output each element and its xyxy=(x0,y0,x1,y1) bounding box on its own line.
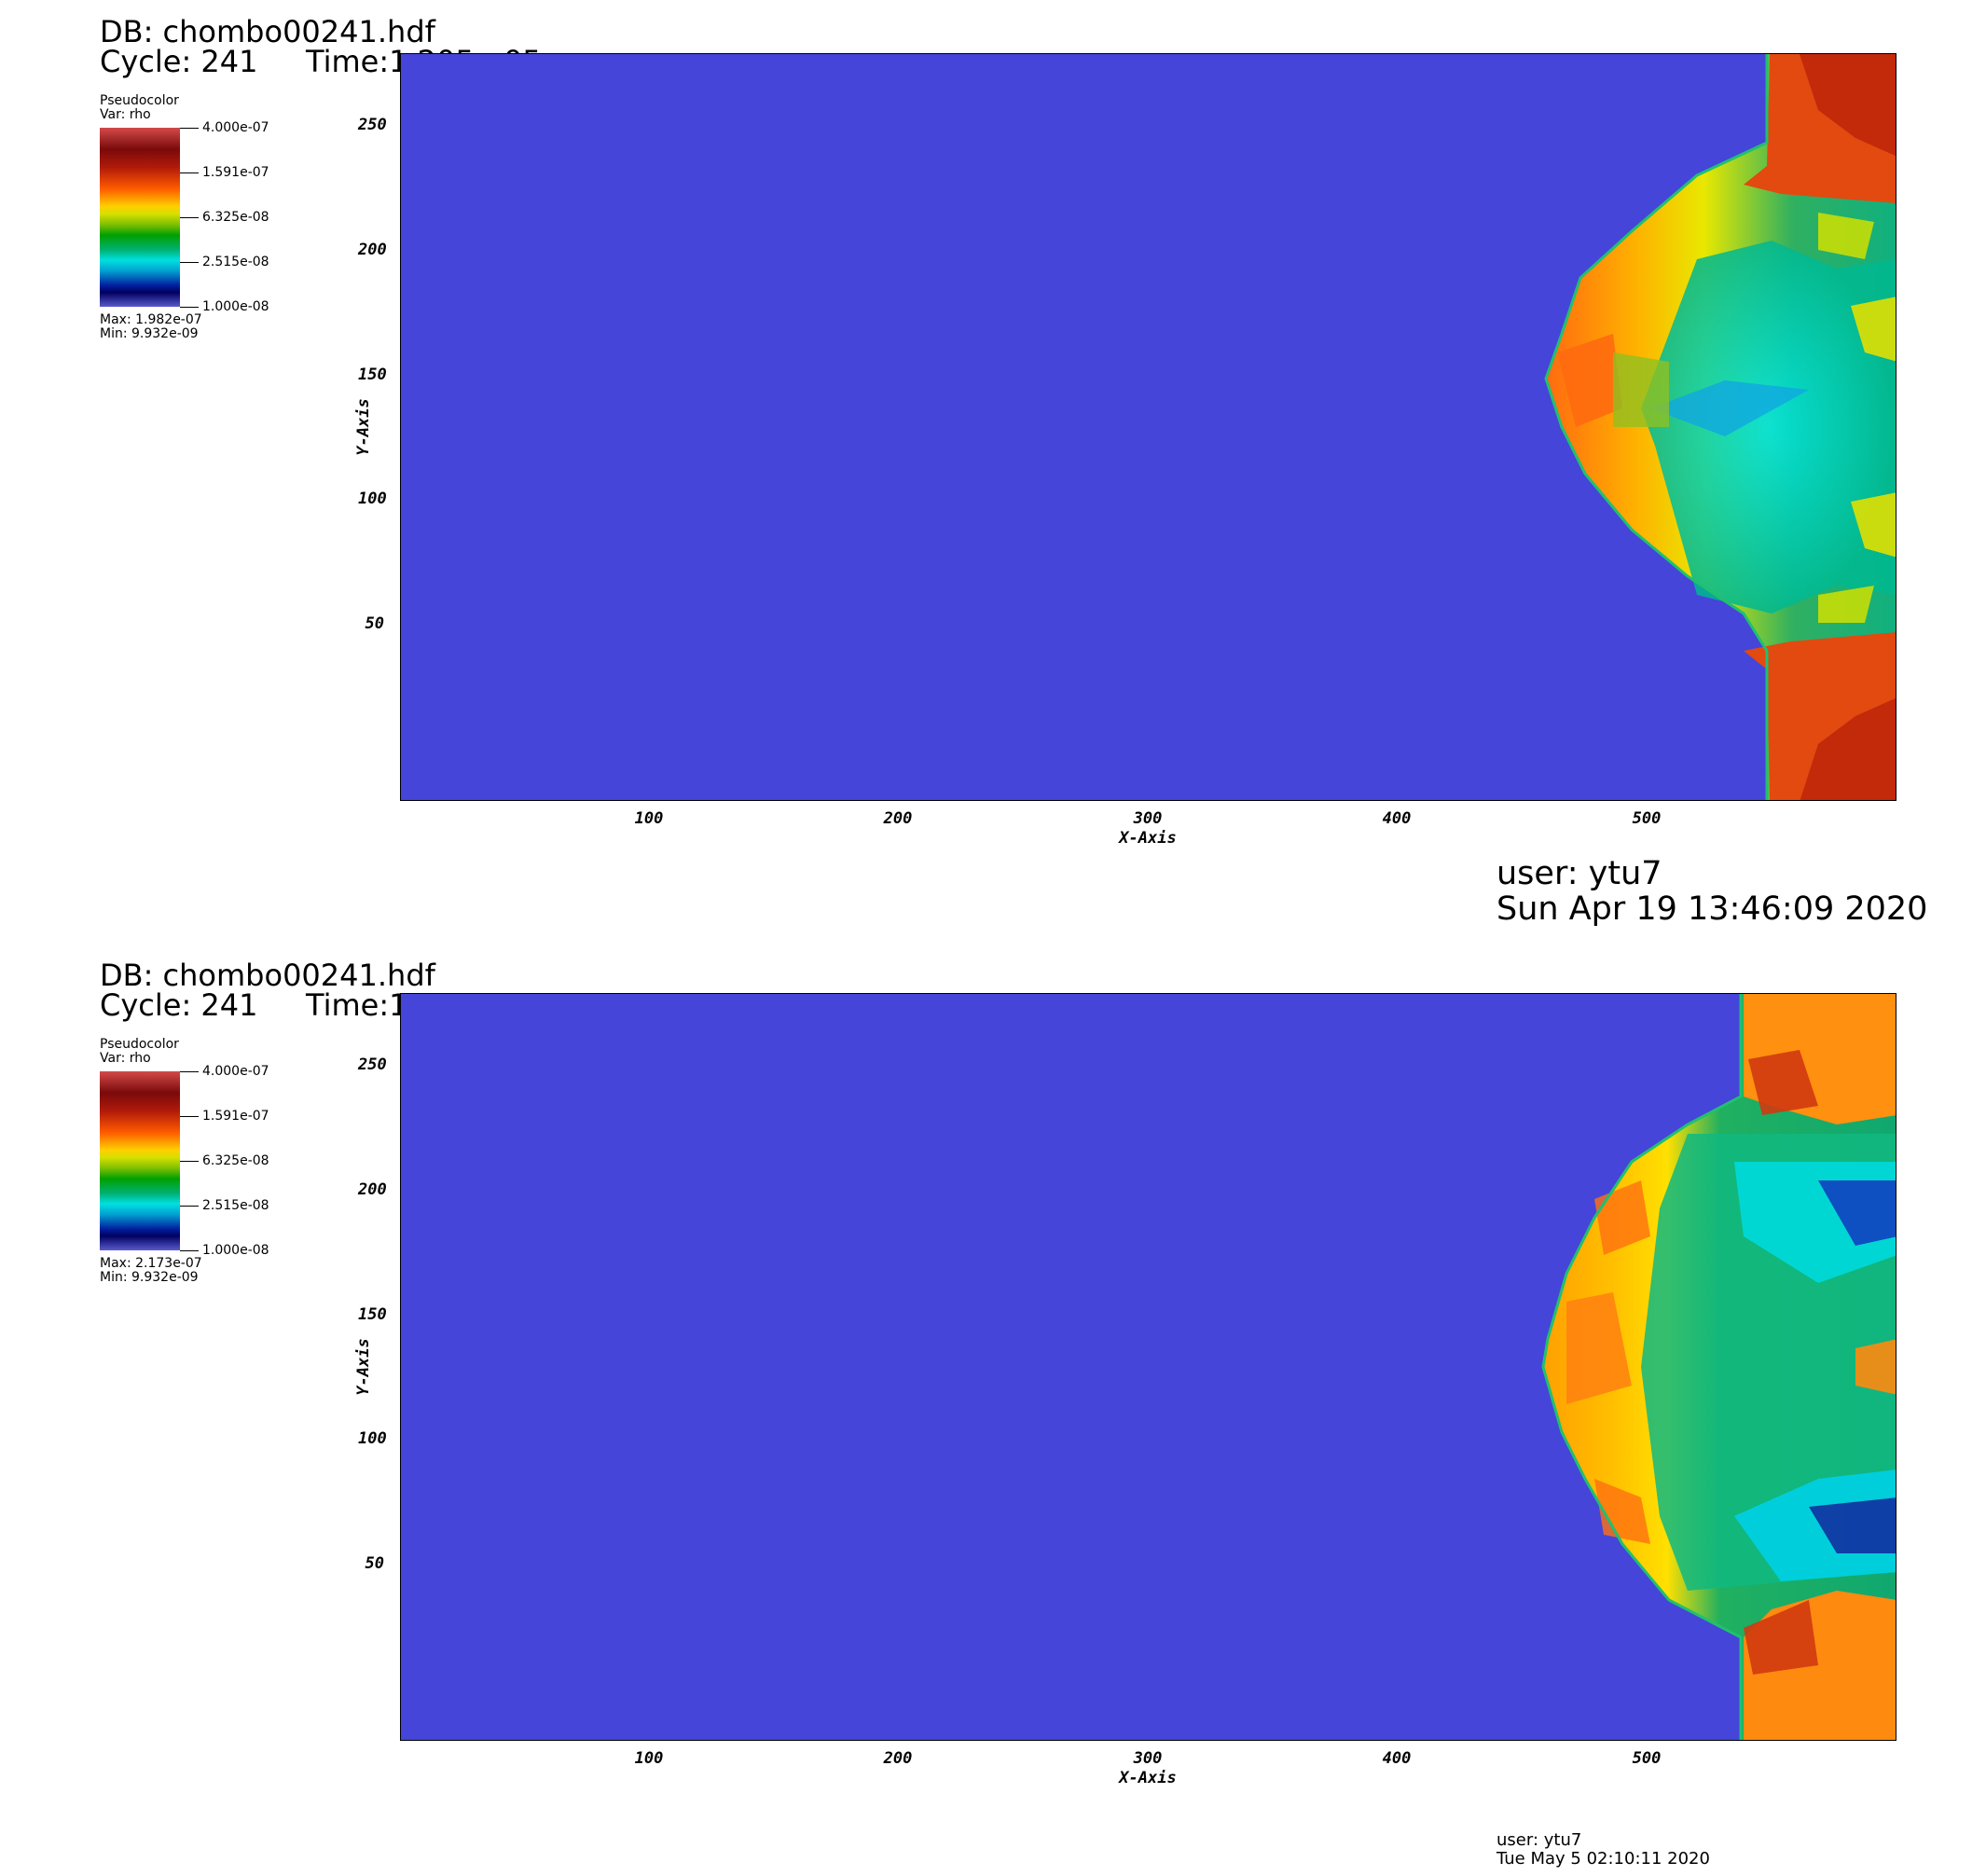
legend-title: Pseudocolor xyxy=(100,1037,179,1052)
legend-tick-label: 6.325e-08 xyxy=(202,210,269,225)
x-axis-label: X-Axis xyxy=(1119,829,1177,848)
legend-tick-label: 2.515e-08 xyxy=(202,255,269,269)
y-tick-label: 50 xyxy=(365,1554,384,1573)
y-tick-label: 150 xyxy=(358,1305,387,1324)
y-tick-label: 150 xyxy=(358,366,387,384)
legend-tick-label: 1.591e-07 xyxy=(202,165,269,180)
legend-tick xyxy=(180,1161,199,1162)
y-tick-label: 100 xyxy=(358,1429,387,1448)
legend-tick xyxy=(180,1250,199,1251)
x-tick-label: 400 xyxy=(1382,1749,1412,1768)
legend-tick-label: 4.000e-07 xyxy=(202,120,269,135)
legend-max: Max: 1.982e-07 xyxy=(100,312,202,327)
x-tick-label: 300 xyxy=(1133,809,1163,828)
user-label: user: ytu7 xyxy=(1496,1830,1582,1850)
cycle-label: Cycle: 241 xyxy=(100,44,258,79)
x-tick-label: 300 xyxy=(1133,1749,1163,1768)
x-tick-label: 100 xyxy=(634,1749,664,1768)
x-tick-label: 400 xyxy=(1382,809,1412,828)
legend-colorbar xyxy=(100,1071,180,1250)
visit-window-top: DB: chombo00241.hdf Cycle: 241 Time:1.20… xyxy=(100,14,1928,928)
y-tick-label: 50 xyxy=(365,614,384,633)
legend-tick-label: 2.515e-08 xyxy=(202,1198,269,1213)
pseudocolor-plot[interactable] xyxy=(400,53,1896,801)
legend-tick-label: 1.000e-08 xyxy=(202,299,269,314)
legend-tick xyxy=(180,1116,199,1117)
user-label: user: ytu7 xyxy=(1496,855,1662,892)
visit-window-bottom: DB: chombo00241.hdf Cycle: 241 Time:1.20… xyxy=(0,938,1986,1876)
y-tick-label: 200 xyxy=(358,1180,387,1199)
pseudocolor-plot[interactable] xyxy=(400,993,1896,1741)
legend-tick-label: 6.325e-08 xyxy=(202,1153,269,1168)
database-label: DB: chombo00241.hdf xyxy=(100,14,435,49)
density-field xyxy=(1544,54,1896,800)
date-label: Sun Apr 19 13:46:09 2020 xyxy=(1496,890,1928,928)
legend-tick-label: 1.000e-08 xyxy=(202,1243,269,1258)
x-tick-label: 500 xyxy=(1632,1749,1662,1768)
x-tick-label: 200 xyxy=(883,1749,913,1768)
y-tick-label: 250 xyxy=(358,116,387,134)
database-label: DB: chombo00241.hdf xyxy=(100,958,435,993)
y-axis-label: Y-Axis xyxy=(354,1338,373,1396)
legend-tick-label: 1.591e-07 xyxy=(202,1109,269,1124)
legend-variable: Var: rho xyxy=(100,107,151,122)
density-field xyxy=(1541,994,1896,1740)
y-tick-label: 250 xyxy=(358,1055,387,1074)
legend-tick xyxy=(180,1206,199,1207)
legend-max: Max: 2.173e-07 xyxy=(100,1256,202,1271)
y-tick-label: 100 xyxy=(358,490,387,508)
x-tick-label: 500 xyxy=(1632,809,1662,828)
date-label: Tue May 5 02:10:11 2020 xyxy=(1496,1849,1710,1869)
legend-tick xyxy=(180,217,199,218)
legend-colorbar xyxy=(100,128,180,307)
legend-title: Pseudocolor xyxy=(100,93,179,108)
x-tick-label: 100 xyxy=(634,809,664,828)
legend-tick xyxy=(180,128,199,129)
legend-min: Min: 9.932e-09 xyxy=(100,1270,199,1285)
legend-tick-label: 4.000e-07 xyxy=(202,1064,269,1079)
legend-tick xyxy=(180,172,199,173)
legend-tick xyxy=(180,262,199,263)
legend-tick xyxy=(180,307,199,308)
y-tick-label: 200 xyxy=(358,241,387,259)
legend-variable: Var: rho xyxy=(100,1051,151,1066)
legend-min: Min: 9.932e-09 xyxy=(100,326,199,341)
y-axis-label: Y-Axis xyxy=(354,398,373,456)
x-tick-label: 200 xyxy=(883,809,913,828)
legend-tick xyxy=(180,1071,199,1072)
cycle-label: Cycle: 241 xyxy=(100,987,258,1023)
x-axis-label: X-Axis xyxy=(1119,1769,1177,1787)
